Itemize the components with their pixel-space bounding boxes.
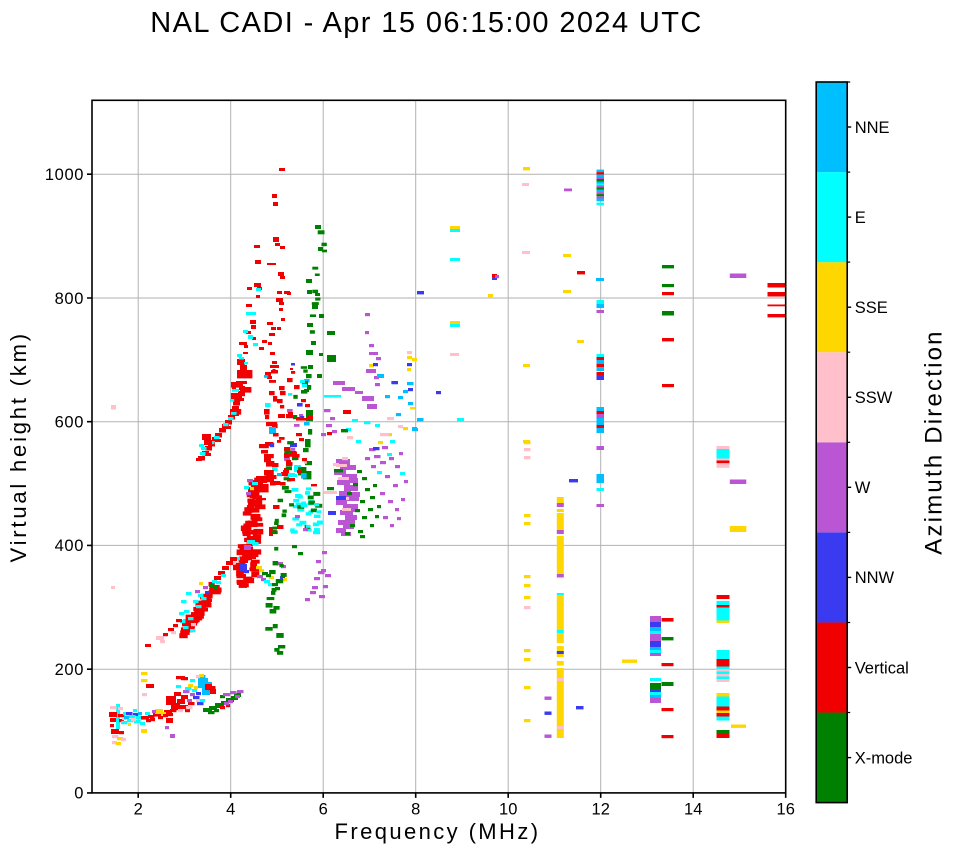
svg-text:NNW: NNW bbox=[855, 569, 895, 587]
svg-text:NNE: NNE bbox=[855, 119, 890, 137]
svg-text:W: W bbox=[855, 479, 871, 497]
svg-text:Virtual height (km): Virtual height (km) bbox=[6, 331, 31, 562]
svg-text:Frequency (MHz): Frequency (MHz) bbox=[335, 819, 541, 844]
svg-text:10: 10 bbox=[499, 801, 517, 819]
svg-text:Vertical: Vertical bbox=[855, 659, 909, 677]
svg-text:1000: 1000 bbox=[45, 166, 84, 184]
svg-text:0: 0 bbox=[74, 785, 84, 803]
svg-text:NAL CADI - Apr 15 06:15:00 202: NAL CADI - Apr 15 06:15:00 2024 UTC bbox=[150, 7, 702, 39]
svg-text:800: 800 bbox=[55, 290, 84, 308]
svg-text:6: 6 bbox=[319, 801, 328, 819]
svg-text:14: 14 bbox=[684, 801, 702, 819]
svg-text:SSE: SSE bbox=[855, 299, 888, 317]
svg-text:X-mode: X-mode bbox=[855, 749, 913, 767]
svg-text:SSW: SSW bbox=[855, 389, 893, 407]
svg-text:2: 2 bbox=[134, 801, 143, 819]
svg-text:4: 4 bbox=[226, 801, 235, 819]
svg-text:16: 16 bbox=[777, 801, 795, 819]
svg-text:Azimuth Direction: Azimuth Direction bbox=[921, 329, 948, 554]
svg-text:400: 400 bbox=[55, 537, 84, 555]
svg-text:8: 8 bbox=[411, 801, 420, 819]
svg-text:600: 600 bbox=[55, 414, 84, 432]
svg-text:12: 12 bbox=[592, 801, 610, 819]
svg-text:E: E bbox=[855, 209, 866, 227]
svg-text:200: 200 bbox=[55, 661, 84, 679]
